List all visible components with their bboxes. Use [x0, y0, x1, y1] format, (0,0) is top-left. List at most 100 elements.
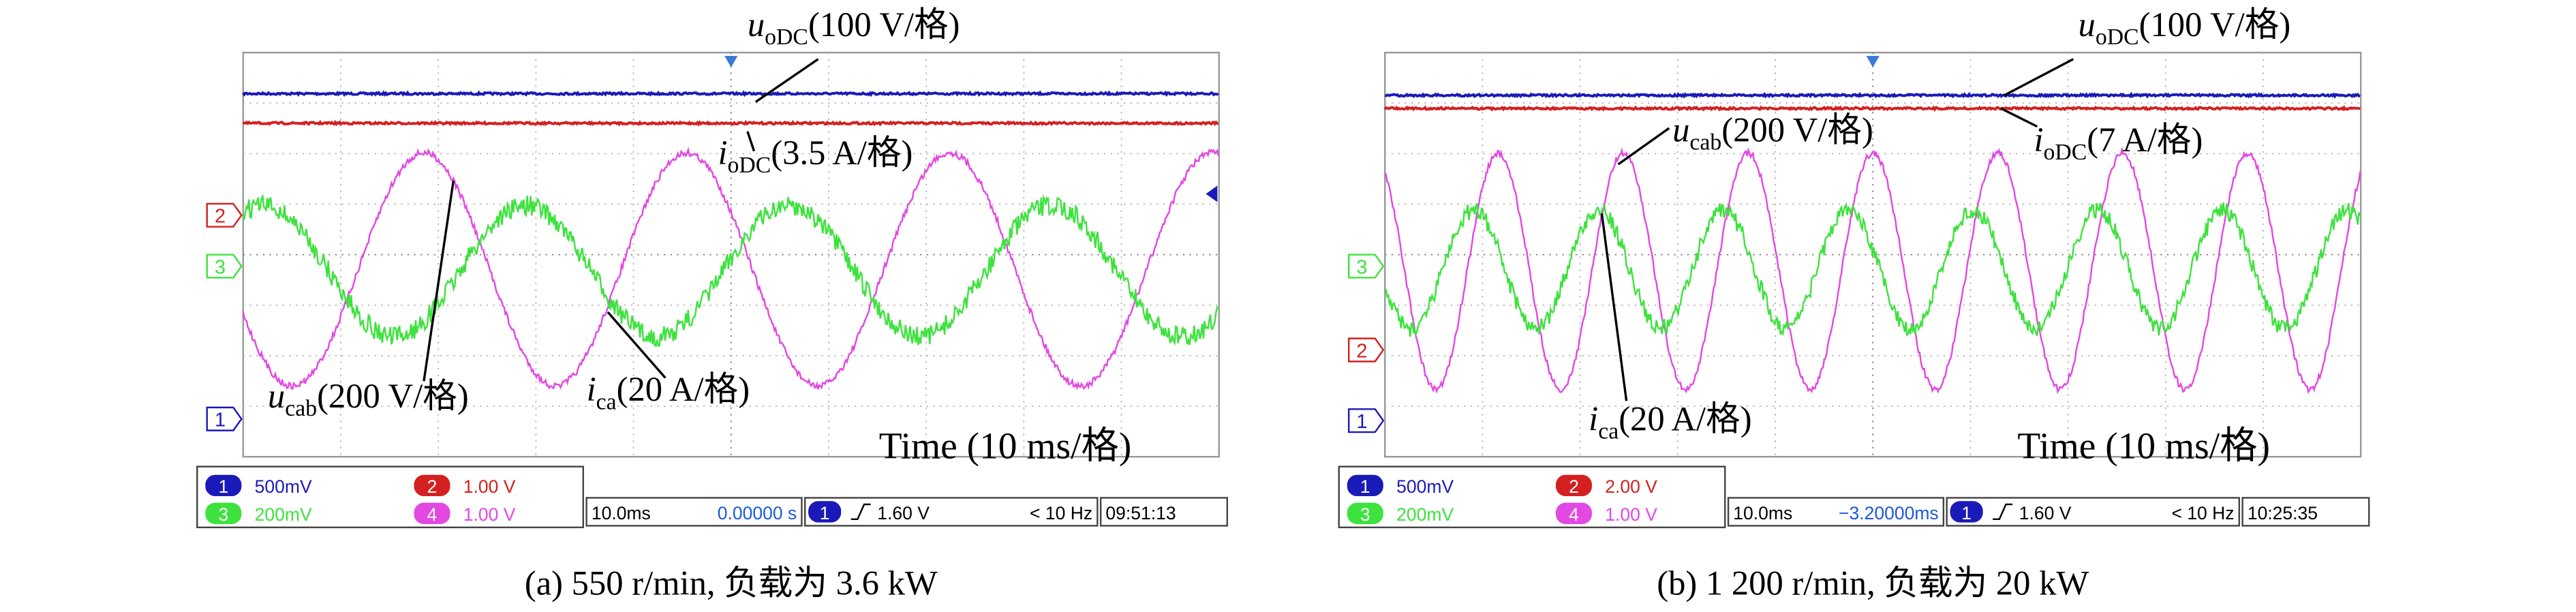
channel-badge — [205, 474, 242, 497]
channel-marker-label: 3 — [215, 256, 226, 278]
annotation-scale: (200 V/格) — [1721, 110, 1873, 149]
trigger-marker — [1866, 55, 1880, 67]
annotation-scale: (20 A/格) — [1619, 400, 1751, 438]
caption: (b) 1 200 r/min, 负载为 20 kW — [1657, 564, 2089, 602]
channel-scale: 1.00 V — [463, 476, 516, 497]
trigger-box — [804, 497, 1099, 527]
channel-id: 2 — [427, 476, 438, 497]
time-label: Time (10 ms/格) — [879, 425, 1132, 467]
annotation-subscript: ca — [596, 389, 617, 414]
trigger-box — [1946, 497, 2241, 527]
leader-line — [1600, 213, 1628, 401]
annotation: ioDC(3.5 A/格) — [718, 134, 913, 178]
dc-voltage-trace — [242, 90, 1219, 97]
annotation-symbol: u — [1672, 110, 1689, 149]
time-label: Time (10 ms/格) — [2017, 425, 2270, 467]
annotation-scale: (7 A/格) — [2087, 121, 2203, 159]
edge-icon — [1993, 503, 2013, 520]
dc-voltage-trace — [1384, 91, 2361, 99]
leader-line — [607, 311, 666, 379]
trigger-level: 1.60 V — [877, 503, 930, 523]
channel-marker — [206, 254, 243, 279]
annotation-subscript: oDC — [2096, 25, 2139, 50]
channel-badge — [1950, 501, 1983, 523]
channel-id: 1 — [218, 476, 228, 497]
annotation: uoDC(100 V/格) — [748, 5, 960, 50]
annotation-symbol: u — [268, 377, 285, 415]
annotation: ica(20 A/格) — [1589, 400, 1751, 444]
annotation: ucab(200 V/格) — [268, 377, 469, 421]
delay: 0.00000 s — [718, 503, 797, 523]
leader-line — [423, 180, 455, 382]
channel-marker-label: 2 — [215, 206, 226, 228]
channel-marker-label: 1 — [1356, 411, 1367, 433]
timebase-box — [585, 497, 803, 527]
phase-current-trace — [1384, 202, 2361, 337]
channel-id: 3 — [1360, 504, 1370, 525]
status-box — [196, 465, 585, 529]
channel-id: 2 — [1569, 476, 1579, 497]
annotation-scale: (20 A/格) — [617, 370, 750, 408]
frequency: < 10 Hz — [1030, 503, 1092, 523]
trigger-level: 1.60 V — [2019, 503, 2072, 523]
channel-scale: 500mV — [1396, 476, 1454, 497]
timebase-box — [1727, 497, 1945, 527]
caption: (a) 550 r/min, 负载为 3.6 kW — [525, 564, 938, 602]
annotation-symbol: i — [1589, 400, 1598, 438]
channel-marker — [1347, 337, 1385, 363]
leader-line — [746, 131, 756, 152]
channel-id: 1 — [1360, 476, 1370, 497]
edge-icon — [850, 503, 871, 520]
annotation-symbol: i — [587, 370, 596, 408]
level-marker — [1206, 185, 1218, 202]
annotation-subscript: oDC — [2044, 140, 2087, 165]
annotation-symbol: i — [718, 134, 727, 172]
channel-marker — [206, 202, 243, 228]
annotation: uoDC(100 V/格) — [2079, 5, 2291, 50]
timebase: 10.0ms — [1733, 503, 1792, 523]
annotation: ioDC(7 A/格) — [2034, 121, 2203, 165]
channel-scale: 1.00 V — [1605, 504, 1657, 525]
phase-current-trace — [242, 194, 1219, 347]
annotation-scale: (200 V/格) — [317, 377, 469, 415]
annotation-scale: (3.5 A/格) — [771, 134, 913, 172]
annotation-symbol: u — [748, 5, 765, 44]
channel-marker-label: 2 — [1356, 340, 1367, 362]
trigger-channel: 1 — [1961, 503, 1972, 523]
channel-scale: 2.00 V — [1605, 476, 1657, 497]
channel-marker — [1347, 254, 1385, 279]
status-box — [1338, 465, 1726, 529]
channel-id: 4 — [427, 504, 438, 525]
annotation-subscript: oDC — [765, 25, 808, 50]
channel-marker — [206, 406, 243, 431]
clock-box — [2241, 497, 2370, 527]
channel-badge — [1555, 502, 1592, 525]
clock: 09:51:13 — [1105, 503, 1176, 523]
channel-badge — [1347, 502, 1383, 525]
channel-scale: 200mV — [1396, 504, 1454, 525]
channel-badge — [808, 501, 842, 523]
leader-line — [2000, 107, 2038, 128]
annotation-scale: (100 V/格) — [808, 5, 960, 44]
channel-scale: 200mV — [255, 504, 312, 525]
channel-badge — [414, 502, 450, 525]
trigger-channel: 1 — [820, 503, 830, 523]
frequency: < 10 Hz — [2171, 503, 2234, 523]
channel-marker — [1347, 408, 1385, 433]
line-voltage-trace — [242, 147, 1219, 391]
channel-scale: 1.00 V — [463, 504, 516, 525]
leader-line — [754, 58, 819, 103]
dc-current-trace — [242, 119, 1219, 127]
clock: 10:25:35 — [2248, 503, 2318, 523]
channel-badge — [1555, 474, 1592, 497]
annotation: ucab(200 V/格) — [1672, 110, 1873, 155]
annotation: ica(20 A/格) — [587, 370, 750, 414]
timebase: 10.0ms — [592, 503, 651, 523]
dc-current-trace — [1383, 105, 2361, 112]
annotation-subscript: oDC — [728, 153, 771, 178]
delay: −3.20000ms — [1839, 503, 1939, 523]
channel-badge — [414, 474, 450, 497]
